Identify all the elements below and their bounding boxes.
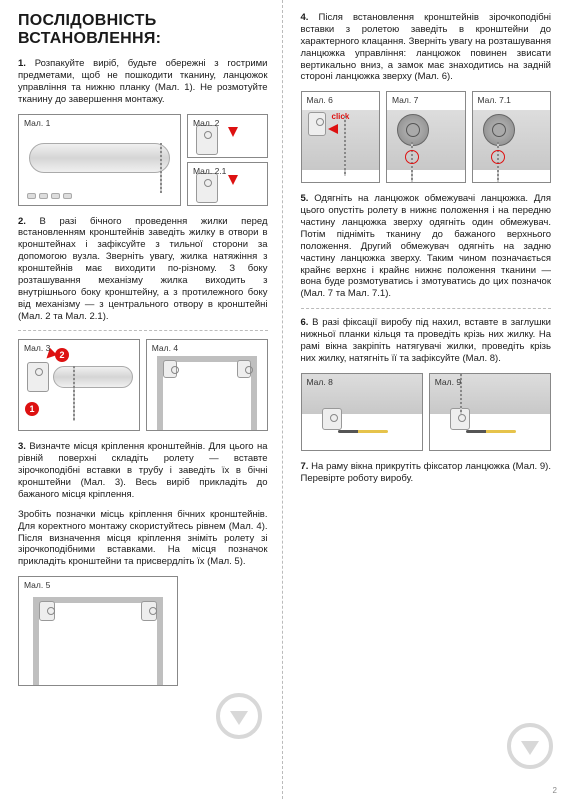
bracket-icon bbox=[141, 601, 157, 621]
step-3b-text: Зробіть позначки місць кріплення бічних … bbox=[18, 509, 268, 568]
step-5-text: 5. Одягніть на ланцюжок обмежувачі ланцю… bbox=[301, 193, 552, 300]
step-2-body: В разі бічного проведення жилки перед вс… bbox=[18, 216, 268, 322]
figure-2: Мал. 2 bbox=[187, 114, 268, 158]
step-1-text: 1. Розпакуйте виріб, будьте обережні з г… bbox=[18, 58, 268, 106]
mechanism-icon bbox=[483, 114, 515, 146]
figure-4-label: Мал. 4 bbox=[152, 343, 178, 353]
tensioner-icon bbox=[322, 408, 342, 430]
red-arrow-icon bbox=[228, 175, 238, 185]
figure-8: Мал. 8 bbox=[301, 373, 423, 451]
figure-6: Мал. 6 click bbox=[301, 91, 381, 183]
step-6-text: 6. В разі фіксації виробу під нахил, вст… bbox=[301, 317, 552, 365]
click-label: click bbox=[332, 112, 350, 121]
callout-2: 2 bbox=[55, 348, 69, 362]
roller-illustration bbox=[53, 366, 133, 388]
figure-8-label: Мал. 8 bbox=[307, 377, 333, 387]
bracket-icon bbox=[196, 125, 218, 155]
red-arrow-icon bbox=[228, 127, 238, 137]
bracket-icon bbox=[308, 112, 326, 136]
figure-7-1-label: Мал. 7.1 bbox=[478, 95, 511, 105]
step-7-body: На раму вікна прикрутіть фіксатор ланцюж… bbox=[301, 461, 552, 484]
bracket-icon bbox=[39, 601, 55, 621]
figure-3-label: Мал. 3 bbox=[24, 343, 50, 353]
step-3-text: 3. Визначте місця кріплення кронштейнів.… bbox=[18, 441, 268, 500]
figure-7-1: Мал. 7.1 bbox=[472, 91, 552, 183]
fig-row-5: Мал. 8 Мал. 9 bbox=[301, 373, 552, 451]
red-arrow-icon bbox=[328, 124, 338, 134]
callout-1: 1 bbox=[25, 402, 39, 416]
figure-6-label: Мал. 6 bbox=[307, 95, 333, 105]
separator bbox=[301, 308, 552, 309]
step-1-num: 1. bbox=[18, 58, 26, 69]
left-column: ПОСЛІДОВНІСТЬ ВСТАНОВЛЕННЯ: 1. Розпакуйт… bbox=[0, 0, 283, 799]
step-3-num: 3. bbox=[18, 441, 26, 452]
fig-row-4: Мал. 6 click Мал. 7 Мал. 7.1 bbox=[301, 91, 552, 183]
step-1-body: Розпакуйте виріб, будьте обережні з гост… bbox=[18, 58, 268, 105]
chain-icon bbox=[73, 366, 75, 421]
step-2-num: 2. bbox=[18, 216, 26, 227]
chain-icon bbox=[160, 143, 162, 193]
step-6-body: В разі фіксації виробу під нахил, вставт… bbox=[301, 317, 552, 364]
bracket-icon bbox=[27, 362, 49, 392]
step-3-body: Визначте місця кріплення кронштейнів. Дл… bbox=[18, 441, 268, 500]
step-5-body: Одягніть на ланцюжок обмежувачі ланцюжка… bbox=[301, 193, 552, 299]
figure-3: Мал. 3 1 2 bbox=[18, 339, 140, 431]
figure-7-label: Мал. 7 bbox=[392, 95, 418, 105]
figure-2-1-label: Мал. 2.1 bbox=[193, 166, 226, 176]
figure-9: Мал. 9 bbox=[429, 373, 551, 451]
bracket-icon bbox=[196, 173, 218, 203]
figure-9-label: Мал. 9 bbox=[435, 377, 461, 387]
figure-5: Мал. 5 bbox=[18, 576, 178, 686]
fig-row-1: Мал. 1 Мал. 2 Мал. 2.1 bbox=[18, 114, 268, 206]
figure-2-1: Мал. 2.1 bbox=[187, 162, 268, 206]
shade-icon bbox=[387, 110, 465, 170]
figure-7: Мал. 7 bbox=[386, 91, 466, 183]
separator bbox=[18, 330, 268, 331]
bracket-icon bbox=[163, 360, 177, 378]
page-number: 2 bbox=[553, 786, 557, 795]
parts-icon bbox=[27, 193, 72, 199]
figure-5-label: Мал. 5 bbox=[24, 580, 50, 590]
fig-row-2: Мал. 3 1 2 Мал. 4 bbox=[18, 339, 268, 431]
roller-illustration bbox=[29, 143, 170, 173]
step-4-body: Після встановлення кронштейнів зірочкопо… bbox=[301, 12, 552, 82]
screwdriver-icon bbox=[466, 430, 516, 433]
step-7-text: 7. На раму вікна прикрутіть фіксатор лан… bbox=[301, 461, 552, 485]
instruction-page: ПОСЛІДОВНІСТЬ ВСТАНОВЛЕННЯ: 1. Розпакуйт… bbox=[0, 0, 565, 799]
screwdriver-icon bbox=[338, 430, 388, 433]
watermark-icon bbox=[507, 723, 553, 769]
figure-1-label: Мал. 1 bbox=[24, 118, 50, 128]
figure-4: Мал. 4 bbox=[146, 339, 268, 431]
step-4-text: 4. Після встановлення кронштейнів зірочк… bbox=[301, 12, 552, 83]
mechanism-icon bbox=[397, 114, 429, 146]
page-title: ПОСЛІДОВНІСТЬ ВСТАНОВЛЕННЯ: bbox=[18, 12, 268, 48]
step-2-text: 2. В разі бічного проведення жилки перед… bbox=[18, 216, 268, 323]
figure-1: Мал. 1 bbox=[18, 114, 181, 206]
figure-2-label: Мал. 2 bbox=[193, 118, 219, 128]
chain-icon bbox=[344, 116, 346, 176]
right-column: 4. Після встановлення кронштейнів зірочк… bbox=[283, 0, 565, 799]
fig-row-3: Мал. 5 bbox=[18, 576, 268, 686]
red-circle-icon bbox=[491, 150, 505, 164]
watermark-icon bbox=[216, 693, 262, 739]
bracket-icon bbox=[237, 360, 251, 378]
